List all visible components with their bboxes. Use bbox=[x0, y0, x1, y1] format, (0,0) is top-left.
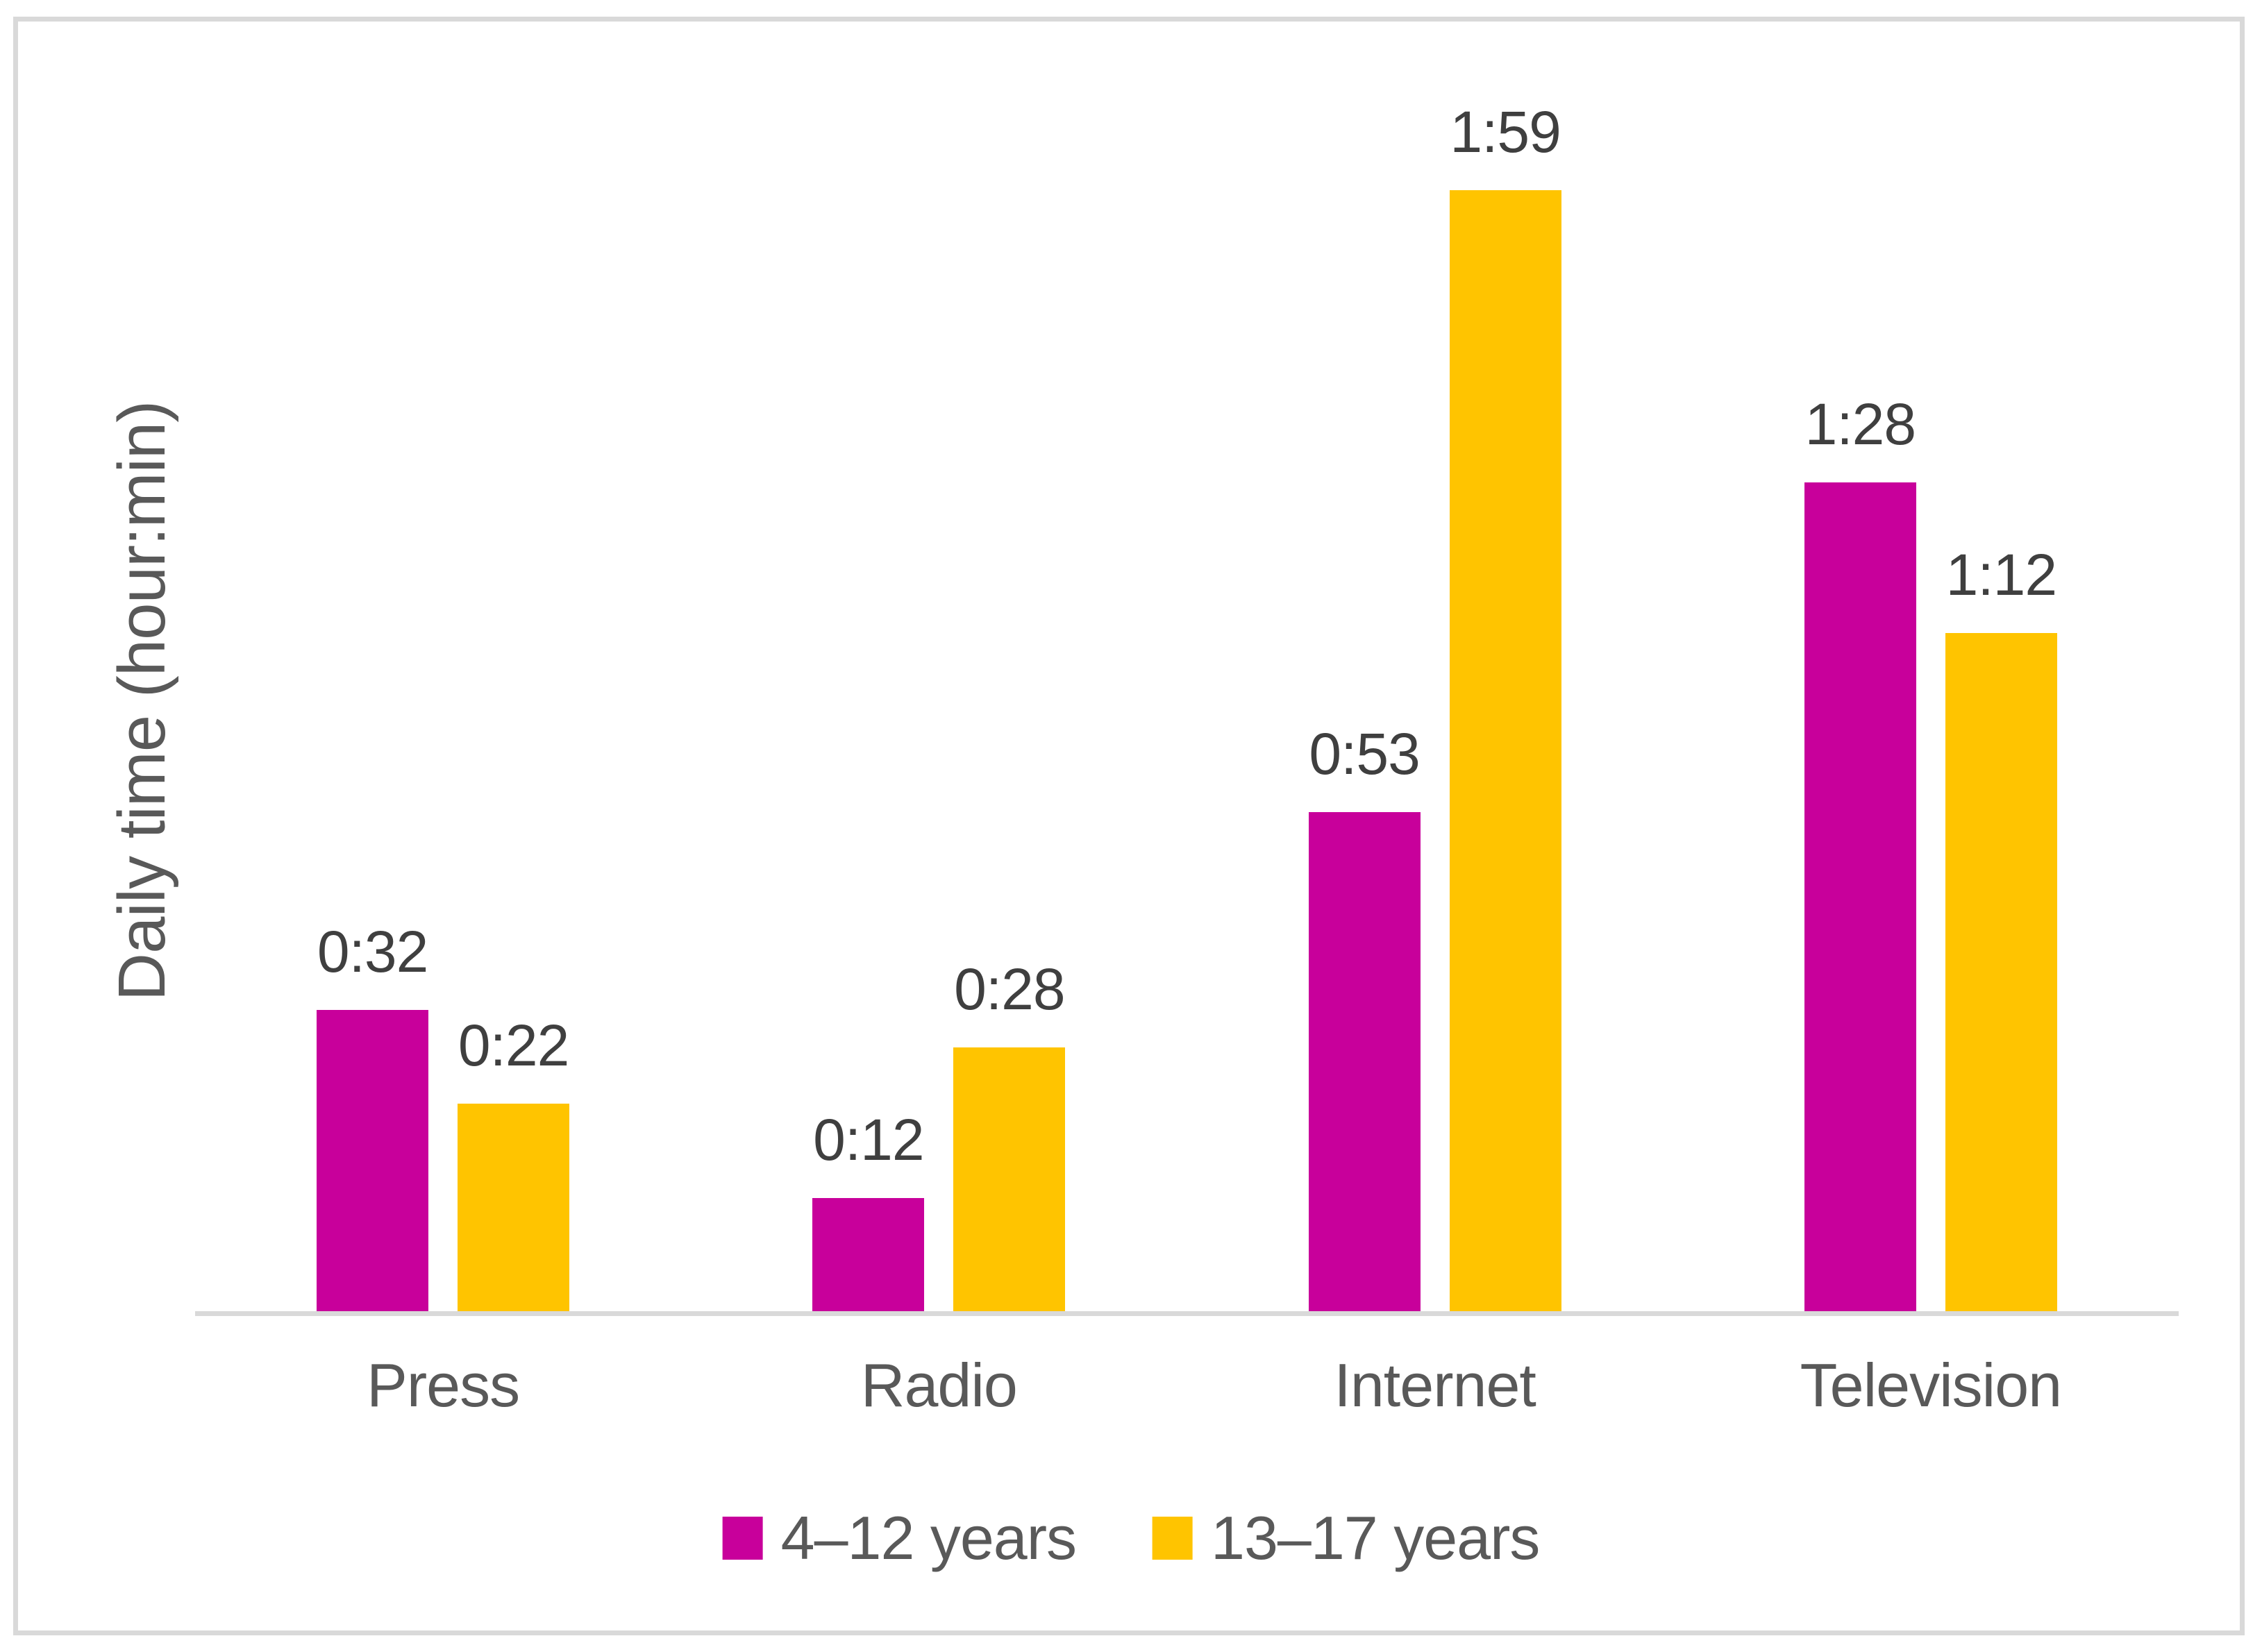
category-label-radio: Radio bbox=[860, 1351, 1018, 1419]
bar-value-label-internet-13-17-years: 1:59 bbox=[1450, 99, 1561, 165]
bar-press-4-12-years bbox=[317, 1009, 429, 1311]
legend-label-13-17-years: 13–17 years bbox=[1211, 1503, 1540, 1572]
bar-internet-4-12-years bbox=[1308, 811, 1421, 1311]
bar-value-label-radio-13-17-years: 0:28 bbox=[954, 956, 1065, 1022]
legend-swatch-13-17-years bbox=[1153, 1517, 1193, 1560]
bar-value-label-press-13-17-years: 0:22 bbox=[458, 1013, 569, 1079]
bar-value-label-radio-4-12-years: 0:12 bbox=[813, 1107, 924, 1173]
legend-swatch-4-12-years bbox=[722, 1517, 763, 1560]
bar-internet-13-17-years bbox=[1449, 190, 1561, 1311]
x-axis-line bbox=[195, 1311, 2179, 1316]
bar-value-label-television-13-17-years: 1:12 bbox=[1945, 541, 2057, 607]
bar-television-13-17-years bbox=[1945, 632, 2057, 1311]
legend-item-13-17-years: 13–17 years bbox=[1153, 1503, 1540, 1572]
bar-value-label-television-4-12-years: 1:28 bbox=[1804, 391, 1916, 457]
legend-item-4-12-years: 4–12 years bbox=[722, 1503, 1077, 1572]
bar-radio-4-12-years bbox=[812, 1198, 925, 1311]
category-label-press: Press bbox=[367, 1351, 520, 1419]
legend: 4–12 years 13–17 years bbox=[722, 1503, 1540, 1572]
legend-label-4-12-years: 4–12 years bbox=[780, 1503, 1077, 1572]
category-label-television: Television bbox=[1800, 1351, 2062, 1419]
bar-press-13-17-years bbox=[458, 1104, 570, 1311]
category-label-internet: Internet bbox=[1334, 1351, 1536, 1419]
bar-value-label-internet-4-12-years: 0:53 bbox=[1309, 720, 1420, 786]
bar-radio-13-17-years bbox=[953, 1047, 1066, 1311]
bar-value-label-press-4-12-years: 0:32 bbox=[317, 918, 428, 984]
bar-television-4-12-years bbox=[1804, 482, 1916, 1311]
